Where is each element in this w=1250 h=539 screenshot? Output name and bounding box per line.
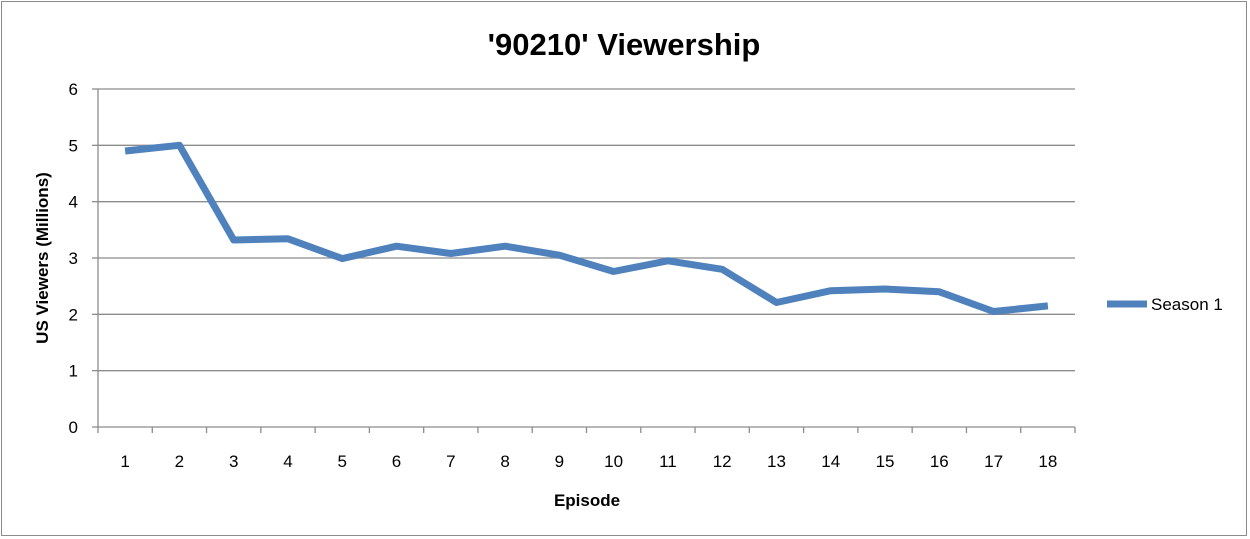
y-tick-label: 2 xyxy=(69,305,78,324)
x-tick-label: 4 xyxy=(283,452,292,471)
series-line-1 xyxy=(124,141,1049,315)
series-lines xyxy=(124,141,1049,315)
x-tick-label: 2 xyxy=(175,452,184,471)
x-axis-title: Episode xyxy=(554,491,620,510)
y-tick-label: 1 xyxy=(69,362,78,381)
x-tick-label: 7 xyxy=(446,452,455,471)
y-tick-label: 5 xyxy=(69,136,78,155)
x-tick-labels: 1 2 3 4 5 6 7 8 9 10 11 12 13 14 15 16 17 18 xyxy=(120,452,1057,471)
x-tick-label: 8 xyxy=(500,452,509,471)
y-tick-label: 4 xyxy=(69,193,78,212)
chart-title: '90210' Viewership xyxy=(488,27,761,62)
x-tick-label: 1 xyxy=(120,452,129,471)
y-tick-label: 0 xyxy=(69,418,78,437)
y-tick-labels: 0 1 2 3 4 5 6 xyxy=(69,80,78,437)
x-tick-label: 6 xyxy=(392,452,401,471)
legend-label: Season 1 xyxy=(1151,295,1223,314)
x-tick-label: 18 xyxy=(1038,452,1057,471)
x-tick-label: 12 xyxy=(713,452,732,471)
x-tick-label: 14 xyxy=(821,452,840,471)
x-tick-label: 11 xyxy=(659,452,677,471)
x-tick-label: 3 xyxy=(229,452,238,471)
x-tick-label: 5 xyxy=(338,452,347,471)
x-tick-label: 17 xyxy=(984,452,1003,471)
legend: Season 1 xyxy=(1107,295,1223,314)
axes xyxy=(92,88,1076,433)
y-axis-title: US Viewers (Millions) xyxy=(33,172,52,344)
x-tick-label: 13 xyxy=(767,452,786,471)
x-tick-label: 16 xyxy=(930,452,949,471)
y-tick-label: 6 xyxy=(69,80,78,99)
x-tick-label: 9 xyxy=(555,452,564,471)
y-tick-label: 3 xyxy=(69,249,78,268)
x-tick-label: 15 xyxy=(876,452,895,471)
gridlines xyxy=(98,88,1075,372)
x-tick-label: 10 xyxy=(604,452,623,471)
